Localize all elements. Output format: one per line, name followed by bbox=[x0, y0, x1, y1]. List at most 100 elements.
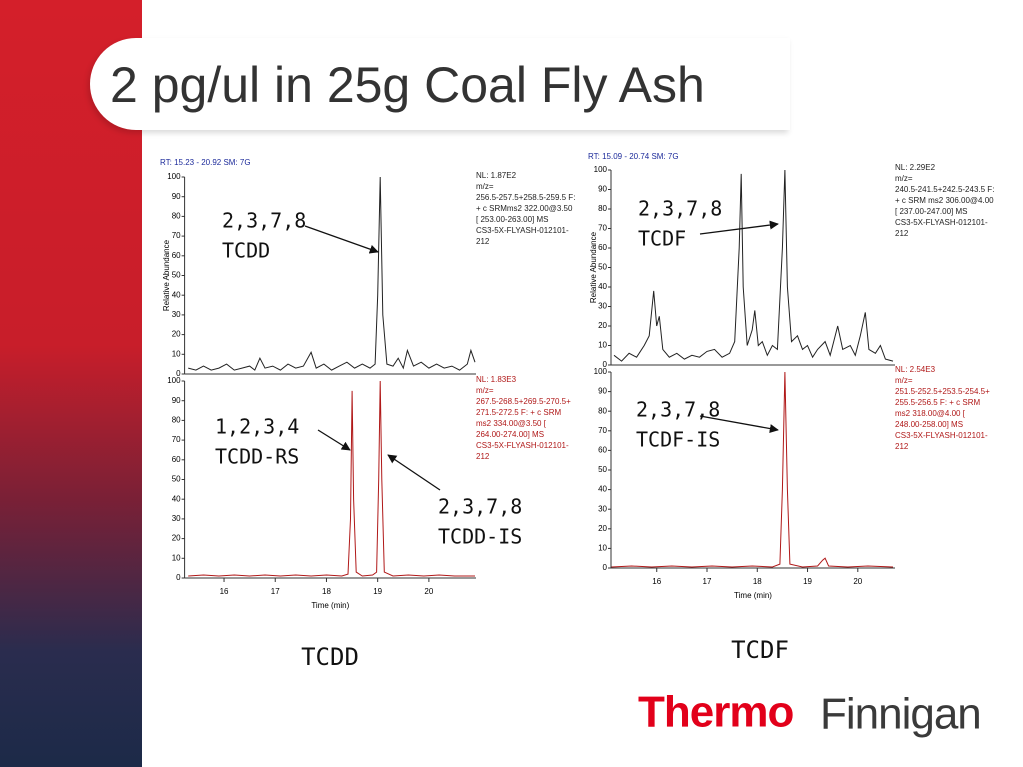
y-tick-label: 10 bbox=[598, 544, 607, 553]
y-tick-label: 40 bbox=[598, 485, 607, 494]
trace-info: ms2 318.00@4.00 [ bbox=[895, 409, 966, 418]
y-tick-label: 30 bbox=[172, 310, 181, 319]
title-banner bbox=[90, 38, 790, 130]
trace bbox=[188, 380, 475, 577]
trace-info: 212 bbox=[895, 229, 909, 238]
trace-info: 267.5-268.5+269.5-270.5+ bbox=[476, 397, 571, 406]
trace-info: ms2 334.00@3.50 [ bbox=[476, 419, 547, 428]
annotation-arrow bbox=[317, 429, 351, 451]
annotation-arrow bbox=[387, 454, 441, 491]
x-tick-label: 17 bbox=[703, 577, 712, 586]
trace-info: m/z= bbox=[895, 376, 913, 385]
trace-info: 255.5-256.5 F: + c SRM bbox=[895, 398, 980, 407]
trace-info: NL: 2.54E3 bbox=[895, 365, 936, 374]
x-axis-label: Time (min) bbox=[311, 601, 349, 610]
trace-info: 271.5-272.5 F: + c SRM bbox=[476, 408, 561, 417]
trace bbox=[613, 169, 894, 362]
y-tick-label: 100 bbox=[167, 172, 181, 181]
caption: TCDD bbox=[301, 643, 359, 671]
x-tick-label: 20 bbox=[853, 577, 862, 586]
y-tick-label: 60 bbox=[172, 455, 181, 464]
y-tick-label: 0 bbox=[176, 573, 181, 582]
x-tick-label: 19 bbox=[803, 577, 812, 586]
y-tick-label: 70 bbox=[598, 426, 607, 435]
y-tick-label: 50 bbox=[598, 465, 607, 474]
y-tick-label: 10 bbox=[598, 341, 607, 350]
x-tick-label: 18 bbox=[322, 587, 331, 596]
y-tick-label: 30 bbox=[598, 302, 607, 311]
side-bar bbox=[0, 0, 142, 767]
y-tick-label: 90 bbox=[172, 396, 181, 405]
y-tick-label: 100 bbox=[594, 367, 608, 376]
y-tick-label: 10 bbox=[172, 349, 181, 358]
trace-info: NL: 1.83E3 bbox=[476, 375, 517, 384]
y-tick-label: 40 bbox=[172, 494, 181, 503]
trace-info: 248.00-258.00] MS bbox=[895, 420, 963, 429]
y-axis-label: Relative Abundance bbox=[589, 231, 598, 303]
annotation: TCDF-IS bbox=[636, 428, 720, 452]
y-tick-label: 0 bbox=[603, 360, 608, 369]
x-tick-label: 18 bbox=[753, 577, 762, 586]
y-tick-label: 40 bbox=[598, 282, 607, 291]
annotation: TCDD-RS bbox=[215, 445, 299, 469]
y-tick-label: 20 bbox=[598, 524, 607, 533]
y-tick-label: 20 bbox=[598, 321, 607, 330]
y-tick-label: 80 bbox=[172, 416, 181, 425]
y-tick-label: 50 bbox=[172, 271, 181, 280]
y-tick-label: 100 bbox=[594, 165, 608, 174]
annotation: TCDD-IS bbox=[438, 525, 522, 549]
x-tick-label: 17 bbox=[271, 587, 280, 596]
trace-info: CS3-5X-FLYASH-012101- bbox=[895, 431, 988, 440]
annotation-arrow bbox=[699, 415, 779, 434]
y-tick-label: 80 bbox=[598, 406, 607, 415]
trace-info: CS3-5X-FLYASH-012101- bbox=[476, 441, 569, 450]
x-tick-label: 16 bbox=[652, 577, 661, 586]
y-tick-label: 90 bbox=[598, 387, 607, 396]
trace-info: NL: 1.87E2 bbox=[476, 171, 517, 180]
y-tick-label: 80 bbox=[598, 204, 607, 213]
y-tick-label: 70 bbox=[598, 224, 607, 233]
trace-info: 256.5-257.5+258.5-259.5 F: bbox=[476, 193, 575, 202]
trace-info: CS3-5X-FLYASH-012101- bbox=[895, 218, 988, 227]
y-tick-label: 100 bbox=[167, 376, 181, 385]
trace-info: 240.5-241.5+242.5-243.5 F: bbox=[895, 185, 994, 194]
logo-finnigan: Finnigan bbox=[820, 690, 981, 739]
y-tick-label: 60 bbox=[172, 251, 181, 260]
y-tick-label: 90 bbox=[172, 192, 181, 201]
caption: TCDF bbox=[731, 636, 789, 664]
slide-title: 2 pg/ul in 25g Coal Fly Ash bbox=[110, 57, 705, 113]
y-tick-label: 40 bbox=[172, 290, 181, 299]
annotation: 2,3,7,8 bbox=[638, 197, 722, 221]
trace-info: + c SRM ms2 306.00@4.00 bbox=[895, 196, 994, 205]
trace bbox=[611, 371, 894, 568]
annotation: 1,2,3,4 bbox=[215, 415, 299, 439]
trace-info: + c SRMms2 322.00@3.50 bbox=[476, 204, 573, 213]
trace-info: m/z= bbox=[476, 182, 494, 191]
annotation: 2,3,7,8 bbox=[222, 209, 306, 233]
annotation: TCDD bbox=[222, 239, 270, 263]
y-tick-label: 50 bbox=[598, 263, 607, 272]
trace-info: CS3-5X-FLYASH-012101- bbox=[476, 226, 569, 235]
annotation: 2,3,7,8 bbox=[438, 495, 522, 519]
trace-info: NL: 2.29E2 bbox=[895, 163, 936, 172]
y-tick-label: 0 bbox=[603, 563, 608, 572]
x-tick-label: 19 bbox=[373, 587, 382, 596]
trace-info: 264.00-274.00] MS bbox=[476, 430, 544, 439]
chart-header: RT: 15.23 - 20.92 SM: 7G bbox=[160, 158, 251, 167]
annotation: TCDF bbox=[638, 227, 686, 251]
y-tick-label: 20 bbox=[172, 534, 181, 543]
trace-info: m/z= bbox=[895, 174, 913, 183]
x-axis-label: Time (min) bbox=[734, 591, 772, 600]
logo-thermo: Thermo bbox=[638, 688, 793, 737]
chart-header: RT: 15.09 - 20.74 SM: 7G bbox=[588, 152, 679, 161]
x-tick-label: 16 bbox=[220, 587, 229, 596]
annotation-arrow bbox=[304, 225, 379, 254]
y-tick-label: 10 bbox=[172, 553, 181, 562]
y-axis-label: Relative Abundance bbox=[162, 239, 171, 311]
annotation-arrow bbox=[699, 220, 779, 235]
y-tick-label: 60 bbox=[598, 446, 607, 455]
trace bbox=[188, 176, 476, 371]
y-tick-label: 60 bbox=[598, 243, 607, 252]
